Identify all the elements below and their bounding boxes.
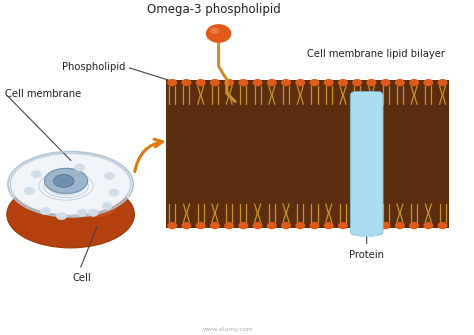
Circle shape xyxy=(196,222,206,229)
FancyBboxPatch shape xyxy=(350,91,383,235)
Circle shape xyxy=(267,222,277,229)
Circle shape xyxy=(295,79,305,86)
Circle shape xyxy=(366,229,377,237)
Circle shape xyxy=(438,79,447,86)
Circle shape xyxy=(210,222,220,229)
Circle shape xyxy=(210,79,220,86)
Circle shape xyxy=(224,222,234,229)
Ellipse shape xyxy=(62,198,116,218)
Circle shape xyxy=(238,222,248,229)
Text: Cell membrane lipid bilayer: Cell membrane lipid bilayer xyxy=(307,49,446,59)
Circle shape xyxy=(338,222,348,229)
Circle shape xyxy=(281,79,291,86)
Circle shape xyxy=(104,172,114,180)
Circle shape xyxy=(167,222,177,229)
Circle shape xyxy=(352,79,362,86)
Text: www.alamy.com: www.alamy.com xyxy=(202,327,253,332)
Circle shape xyxy=(395,222,405,229)
Circle shape xyxy=(409,222,419,229)
Text: Phospholipid: Phospholipid xyxy=(62,62,125,72)
Circle shape xyxy=(395,79,405,86)
Circle shape xyxy=(182,222,191,229)
Circle shape xyxy=(75,164,85,171)
Circle shape xyxy=(210,27,219,34)
Circle shape xyxy=(206,24,231,43)
Circle shape xyxy=(253,222,263,229)
Circle shape xyxy=(423,222,433,229)
Ellipse shape xyxy=(54,175,74,187)
Circle shape xyxy=(25,187,35,195)
Ellipse shape xyxy=(10,153,131,215)
Circle shape xyxy=(310,222,319,229)
Circle shape xyxy=(167,79,177,86)
Circle shape xyxy=(88,209,99,216)
Circle shape xyxy=(267,79,277,86)
Circle shape xyxy=(281,222,291,229)
Circle shape xyxy=(31,171,41,178)
Circle shape xyxy=(196,79,206,86)
Circle shape xyxy=(324,222,334,229)
Circle shape xyxy=(310,79,319,86)
Text: Protein: Protein xyxy=(349,250,384,260)
Circle shape xyxy=(77,209,87,216)
Circle shape xyxy=(356,229,368,237)
Circle shape xyxy=(366,79,376,86)
Circle shape xyxy=(102,202,112,210)
Circle shape xyxy=(238,79,248,86)
Ellipse shape xyxy=(45,169,88,194)
FancyBboxPatch shape xyxy=(7,154,134,194)
Circle shape xyxy=(224,79,234,86)
Circle shape xyxy=(182,79,191,86)
Ellipse shape xyxy=(7,181,134,248)
Text: Cell membrane: Cell membrane xyxy=(6,89,82,99)
Circle shape xyxy=(423,79,433,86)
Circle shape xyxy=(109,189,119,196)
Circle shape xyxy=(295,222,305,229)
Circle shape xyxy=(366,222,376,229)
Circle shape xyxy=(41,207,51,215)
Circle shape xyxy=(253,79,263,86)
Circle shape xyxy=(381,222,391,229)
Circle shape xyxy=(352,222,362,229)
Text: Omega-3 phospholipid: Omega-3 phospholipid xyxy=(147,3,281,16)
Circle shape xyxy=(381,79,391,86)
Circle shape xyxy=(438,222,447,229)
Circle shape xyxy=(338,79,348,86)
Circle shape xyxy=(56,212,66,220)
FancyBboxPatch shape xyxy=(166,80,448,228)
Circle shape xyxy=(409,79,419,86)
Circle shape xyxy=(324,79,334,86)
Text: Cell: Cell xyxy=(73,273,91,283)
